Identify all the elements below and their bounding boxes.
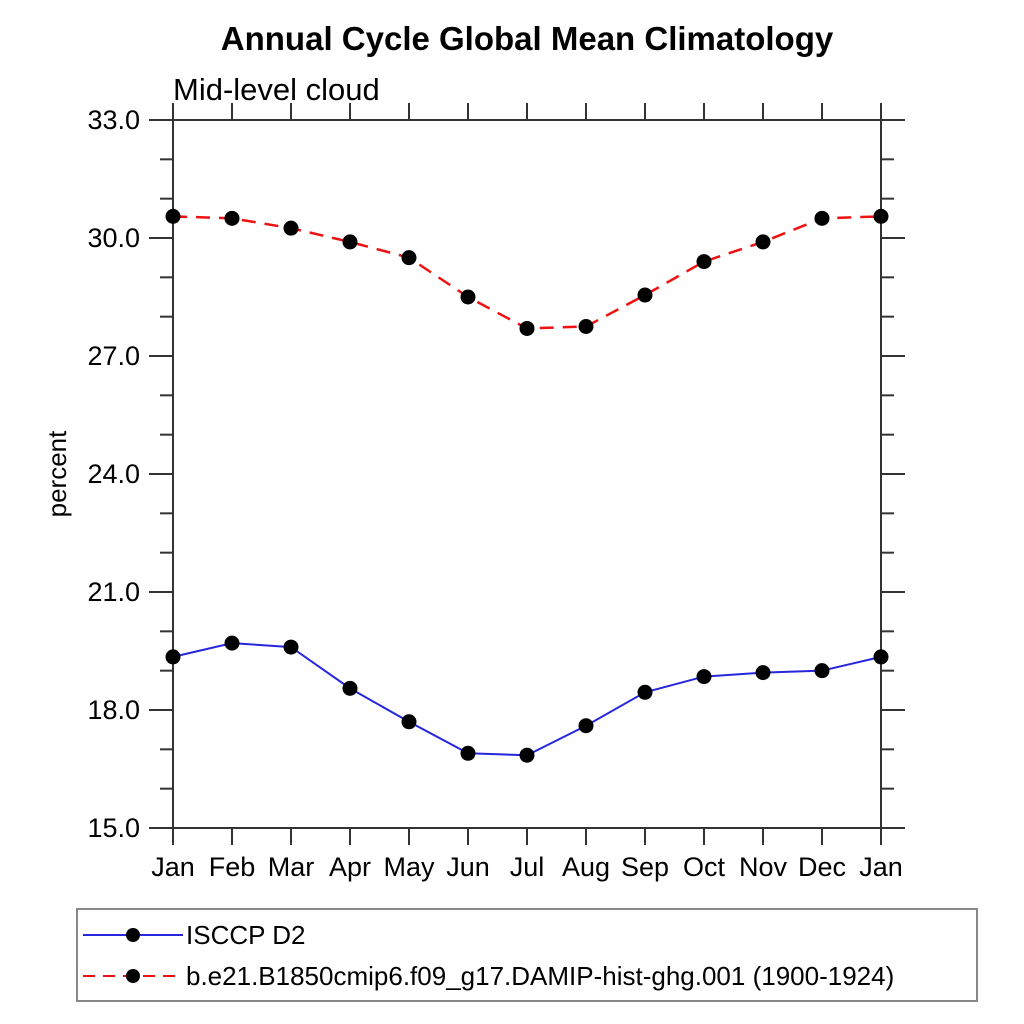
data-point-marker [814, 663, 830, 679]
x-axis-tick-label: Jun [446, 852, 490, 882]
data-point-marker [342, 234, 358, 250]
x-axis-tick-label: Aug [562, 852, 610, 882]
y-axis-tick-label: 18.0 [87, 695, 140, 725]
data-point-marker [401, 250, 417, 266]
legend-marker-dot [126, 927, 140, 942]
series-layer [165, 208, 889, 763]
y-axis-tick-label: 27.0 [87, 341, 140, 371]
axes-layer [149, 103, 905, 845]
data-point-marker [755, 665, 771, 681]
legend-item: b.e21.B1850cmip6.f09_g17.DAMIP-hist-ghg.… [78, 955, 976, 996]
y-axis-title: percent [42, 430, 72, 517]
x-axis-tick-label: May [383, 852, 435, 882]
legend-label: b.e21.B1850cmip6.f09_g17.DAMIP-hist-ghg.… [186, 960, 895, 991]
x-axis-tick-label: Feb [209, 852, 256, 882]
x-axis-tick-label: Jan [151, 852, 195, 882]
data-point-marker [873, 649, 889, 665]
data-point-marker [755, 234, 771, 250]
data-point-marker [401, 714, 417, 730]
data-point-marker [283, 220, 299, 236]
data-point-marker [460, 289, 476, 305]
data-point-marker [224, 635, 240, 651]
series-line-1 [172, 215, 882, 330]
data-point-marker [519, 320, 535, 336]
data-point-marker [873, 208, 889, 224]
plot-frame [172, 119, 882, 829]
data-point-marker [578, 718, 594, 734]
y-axis-tick-label: 21.0 [87, 577, 140, 607]
data-point-marker [637, 684, 653, 700]
legend-marker-dot [126, 968, 140, 983]
legend-label: ISCCP D2 [186, 919, 306, 950]
data-point-marker [165, 649, 181, 665]
y-axis-tick-label: 30.0 [87, 223, 140, 253]
chart-subtitle: Mid-level cloud [173, 72, 380, 107]
data-point-marker [165, 208, 181, 224]
data-point-marker [696, 254, 712, 270]
legend-item: ISCCP D2 [78, 914, 976, 955]
x-axis-tick-label: Mar [268, 852, 315, 882]
data-point-marker [519, 747, 535, 763]
x-axis-tick-label: Sep [621, 852, 669, 882]
data-point-marker [814, 210, 830, 226]
data-point-marker [460, 745, 476, 761]
x-axis-tick-label: Apr [329, 852, 371, 882]
chart-title: Annual Cycle Global Mean Climatology [220, 20, 834, 57]
data-point-marker [342, 680, 358, 696]
x-axis-tick-label: Nov [739, 852, 788, 882]
legend-box: ISCCP D2 b.e21.B1850cmip6.f09_g17.DAMIP-… [76, 908, 978, 1002]
x-axis-tick-label: Jan [859, 852, 903, 882]
x-axis-tick-label: Dec [798, 852, 846, 882]
data-point-marker [283, 639, 299, 655]
y-axis-tick-label: 33.0 [87, 105, 140, 135]
data-point-marker [578, 319, 594, 334]
legend-sample-line [83, 968, 183, 983]
data-point-marker [224, 210, 240, 226]
legend-sample-line [83, 927, 183, 942]
y-axis-tick-label: 15.0 [87, 813, 140, 843]
series-line-0 [172, 642, 882, 757]
x-axis-tick-label: Oct [683, 852, 726, 882]
x-axis-tick-label: Jul [510, 852, 545, 882]
y-axis-tick-label: 24.0 [87, 459, 140, 489]
data-point-marker [637, 287, 653, 303]
data-point-marker [696, 669, 712, 685]
